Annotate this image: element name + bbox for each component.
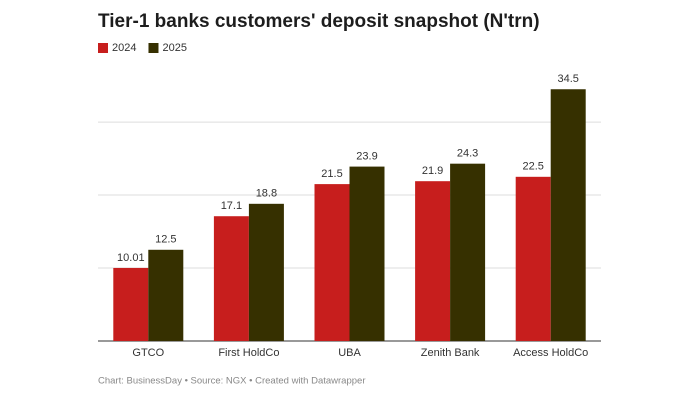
legend-swatch <box>148 43 159 53</box>
value-label: 18.8 <box>256 188 277 200</box>
value-label: 12.5 <box>155 234 176 246</box>
bar <box>213 216 249 341</box>
legend-label: 2024 <box>112 42 136 54</box>
value-label: 21.5 <box>321 168 342 180</box>
x-tick-label: First HoldCo <box>218 347 279 359</box>
bar <box>550 89 586 341</box>
value-label: 17.1 <box>221 200 242 212</box>
value-label: 22.5 <box>522 161 543 173</box>
x-tick-label: Zenith Bank <box>421 347 480 359</box>
chart-title: Tier-1 banks customers' deposit snapshot… <box>98 11 540 32</box>
legend-label: 2025 <box>162 42 186 54</box>
bar <box>248 203 284 341</box>
value-label: 23.9 <box>356 151 377 163</box>
bar <box>349 166 385 341</box>
bar <box>450 163 486 341</box>
value-label: 24.3 <box>457 148 478 160</box>
bar <box>314 184 350 341</box>
legend-swatch <box>98 43 108 53</box>
value-label: 21.9 <box>422 165 443 177</box>
bar <box>113 267 149 341</box>
bar <box>515 176 551 341</box>
source-note: Chart: BusinessDay • Source: NGX • Creat… <box>98 376 365 387</box>
x-tick-label: Access HoldCo <box>513 347 588 359</box>
bar <box>415 181 451 341</box>
x-tick-label: UBA <box>338 347 361 359</box>
x-tick-label: GTCO <box>132 347 164 359</box>
bar <box>148 249 184 341</box>
value-label: 10.01 <box>117 252 145 264</box>
value-label: 34.5 <box>557 73 578 85</box>
